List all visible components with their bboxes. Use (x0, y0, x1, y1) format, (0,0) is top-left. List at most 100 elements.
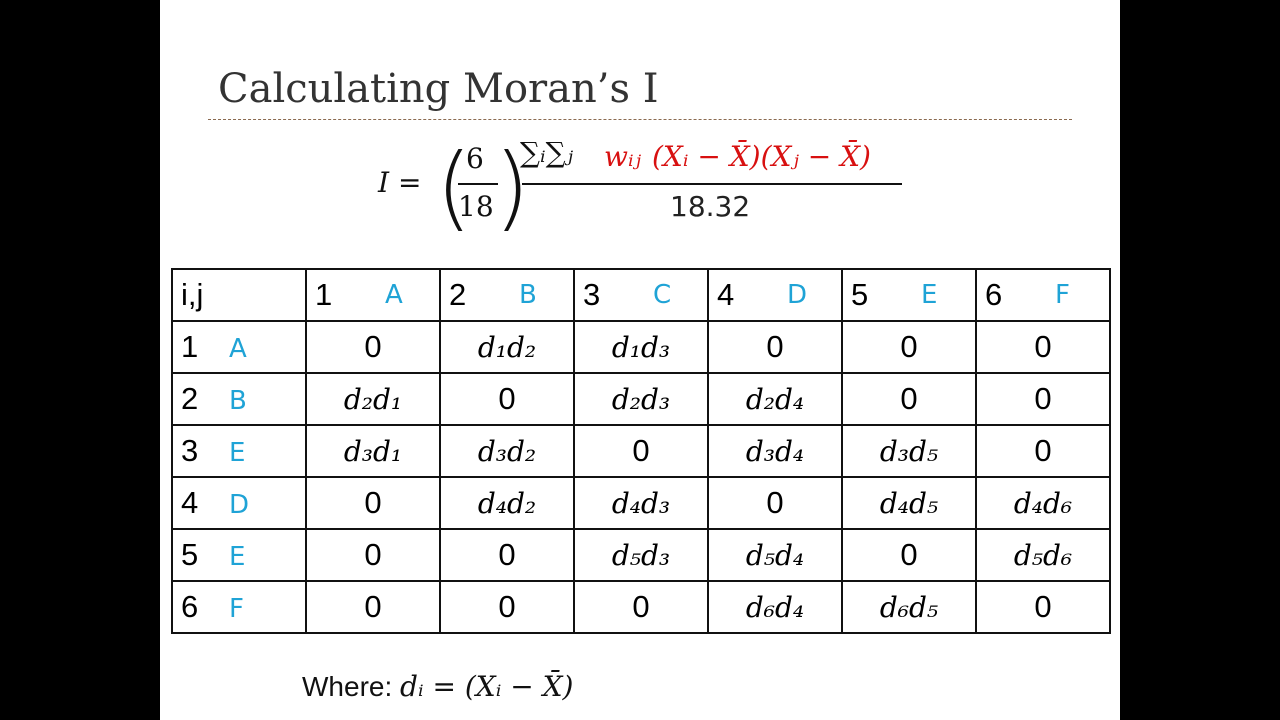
header-text: 4 (717, 277, 735, 312)
cell-text: 0 (632, 589, 650, 624)
table-cell: d₁d₂ (439, 320, 575, 374)
cell-text: d₃d₁ (343, 434, 403, 468)
paren-left: ( (436, 134, 472, 241)
paren-right: ) (494, 134, 530, 241)
handwritten-note: B (229, 386, 247, 416)
table-row: 1 A 0 d₁d₂ d₁d₃ 0 0 0 (171, 320, 1111, 374)
handwritten-note: C (653, 280, 672, 310)
formula-lhs: I = (378, 166, 422, 199)
table-cell: 0 (305, 476, 441, 530)
handwritten-note: F (1055, 280, 1070, 310)
header-text: 5 (851, 277, 869, 312)
header-text: i,j (181, 277, 204, 312)
formula-product: (Xᵢ − X̄)(Xⱼ − X̄) (652, 140, 871, 173)
cell-text: 0 (498, 537, 516, 572)
cell-text: 0 (900, 329, 918, 364)
row-label: 5 (181, 537, 199, 572)
fraction-bar (522, 183, 902, 185)
table-cell: d₆d₅ (841, 580, 977, 634)
cell-text: 0 (1034, 589, 1052, 624)
formula-weight: wᵢⱼ (604, 140, 641, 173)
table-cell: 0 (305, 580, 441, 634)
handwritten-note: F (229, 594, 244, 624)
cell-text: d₅d₆ (1013, 538, 1073, 572)
handwritten-note: E (229, 542, 246, 572)
row-label: 3 (181, 433, 199, 468)
cell-text: d₂d₄ (745, 382, 805, 416)
slide-title: Calculating Moran’s I (218, 66, 659, 112)
table-cell: 0 (439, 528, 575, 582)
table-cell: 0 (305, 528, 441, 582)
cell-text: 0 (364, 485, 382, 520)
table-cell: 0 (439, 580, 575, 634)
cell-text: 0 (900, 537, 918, 572)
cell-text: d₂d₁ (343, 382, 403, 416)
title-rule (208, 119, 1072, 120)
cell-text: 0 (364, 537, 382, 572)
cell-text: 0 (900, 381, 918, 416)
row-label: 4 (181, 485, 199, 520)
table-cell: d₄d₂ (439, 476, 575, 530)
header-text: 6 (985, 277, 1003, 312)
cell-text: 0 (498, 381, 516, 416)
row-label: 1 (181, 329, 199, 364)
cell-text: d₄d₂ (477, 486, 537, 520)
row-label: 6 (181, 589, 199, 624)
cell-text: d₄d₅ (879, 486, 939, 520)
table-cell: 0 (975, 580, 1111, 634)
table-cell: 0 (975, 424, 1111, 478)
handwritten-note: A (385, 280, 403, 310)
formula-sums: ∑ᵢ∑ⱼ (520, 136, 574, 169)
table-row: 4 D 0 d₄d₂ d₄d₃ 0 d₄d₅ d₄d₆ (171, 476, 1111, 530)
cell-text: d₁d₃ (611, 330, 671, 364)
coef-denominator: 18 (458, 190, 494, 223)
table-row: 5 E 0 0 d₅d₃ d₅d₄ 0 d₅d₆ (171, 528, 1111, 582)
table-cell: 0 (975, 372, 1111, 426)
table-cell: 0 (573, 424, 709, 478)
table-cell: d₄d₅ (841, 476, 977, 530)
cell-text: d₃d₅ (879, 434, 939, 468)
cell-text: d₃d₄ (745, 434, 805, 468)
handwritten-note: B (519, 280, 537, 310)
coef-bar (458, 183, 498, 185)
table-cell: d₃d₅ (841, 424, 977, 478)
cell-text: d₄d₃ (611, 486, 671, 520)
handwritten-note: D (229, 490, 250, 520)
table-cell: d₃d₂ (439, 424, 575, 478)
table-cell: 0 (841, 372, 977, 426)
cell-text: 0 (1034, 329, 1052, 364)
cell-text: d₃d₂ (477, 434, 537, 468)
table-cell: d₄d₆ (975, 476, 1111, 530)
formula-denominator: 18.32 (670, 190, 751, 223)
cell-text: d₅d₃ (611, 538, 671, 572)
cell-text: 0 (766, 329, 784, 364)
handwritten-note: E (229, 438, 246, 468)
cell-text: d₆d₄ (745, 590, 805, 624)
cell-text: 0 (632, 433, 650, 468)
table-cell: d₂d₄ (707, 372, 843, 426)
header-cell: i,j (171, 268, 307, 322)
cell-text: 0 (1034, 433, 1052, 468)
cell-text: d₆d₅ (879, 590, 939, 624)
cell-text: 0 (498, 589, 516, 624)
slide: Calculating Moran’s I I = ( 6 18 ) ∑ᵢ∑ⱼ … (160, 0, 1120, 720)
cell-text: 0 (1034, 381, 1052, 416)
footnote: Where: dᵢ = (Xᵢ − X̄) (302, 670, 573, 703)
handwritten-note: E (921, 280, 938, 310)
table-cell: d₅d₆ (975, 528, 1111, 582)
cell-text: d₅d₄ (745, 538, 805, 572)
header-text: 3 (583, 277, 601, 312)
table-cell: d₅d₄ (707, 528, 843, 582)
table-cell: d₃d₄ (707, 424, 843, 478)
